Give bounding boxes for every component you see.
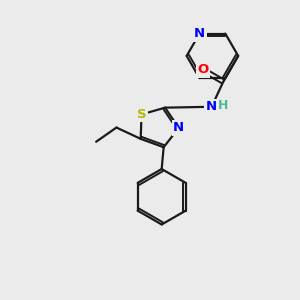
Text: H: H bbox=[218, 99, 229, 112]
Text: O: O bbox=[197, 63, 208, 76]
Text: S: S bbox=[137, 108, 146, 121]
Text: N: N bbox=[206, 100, 217, 113]
Text: N: N bbox=[173, 122, 184, 134]
Text: N: N bbox=[194, 27, 205, 40]
